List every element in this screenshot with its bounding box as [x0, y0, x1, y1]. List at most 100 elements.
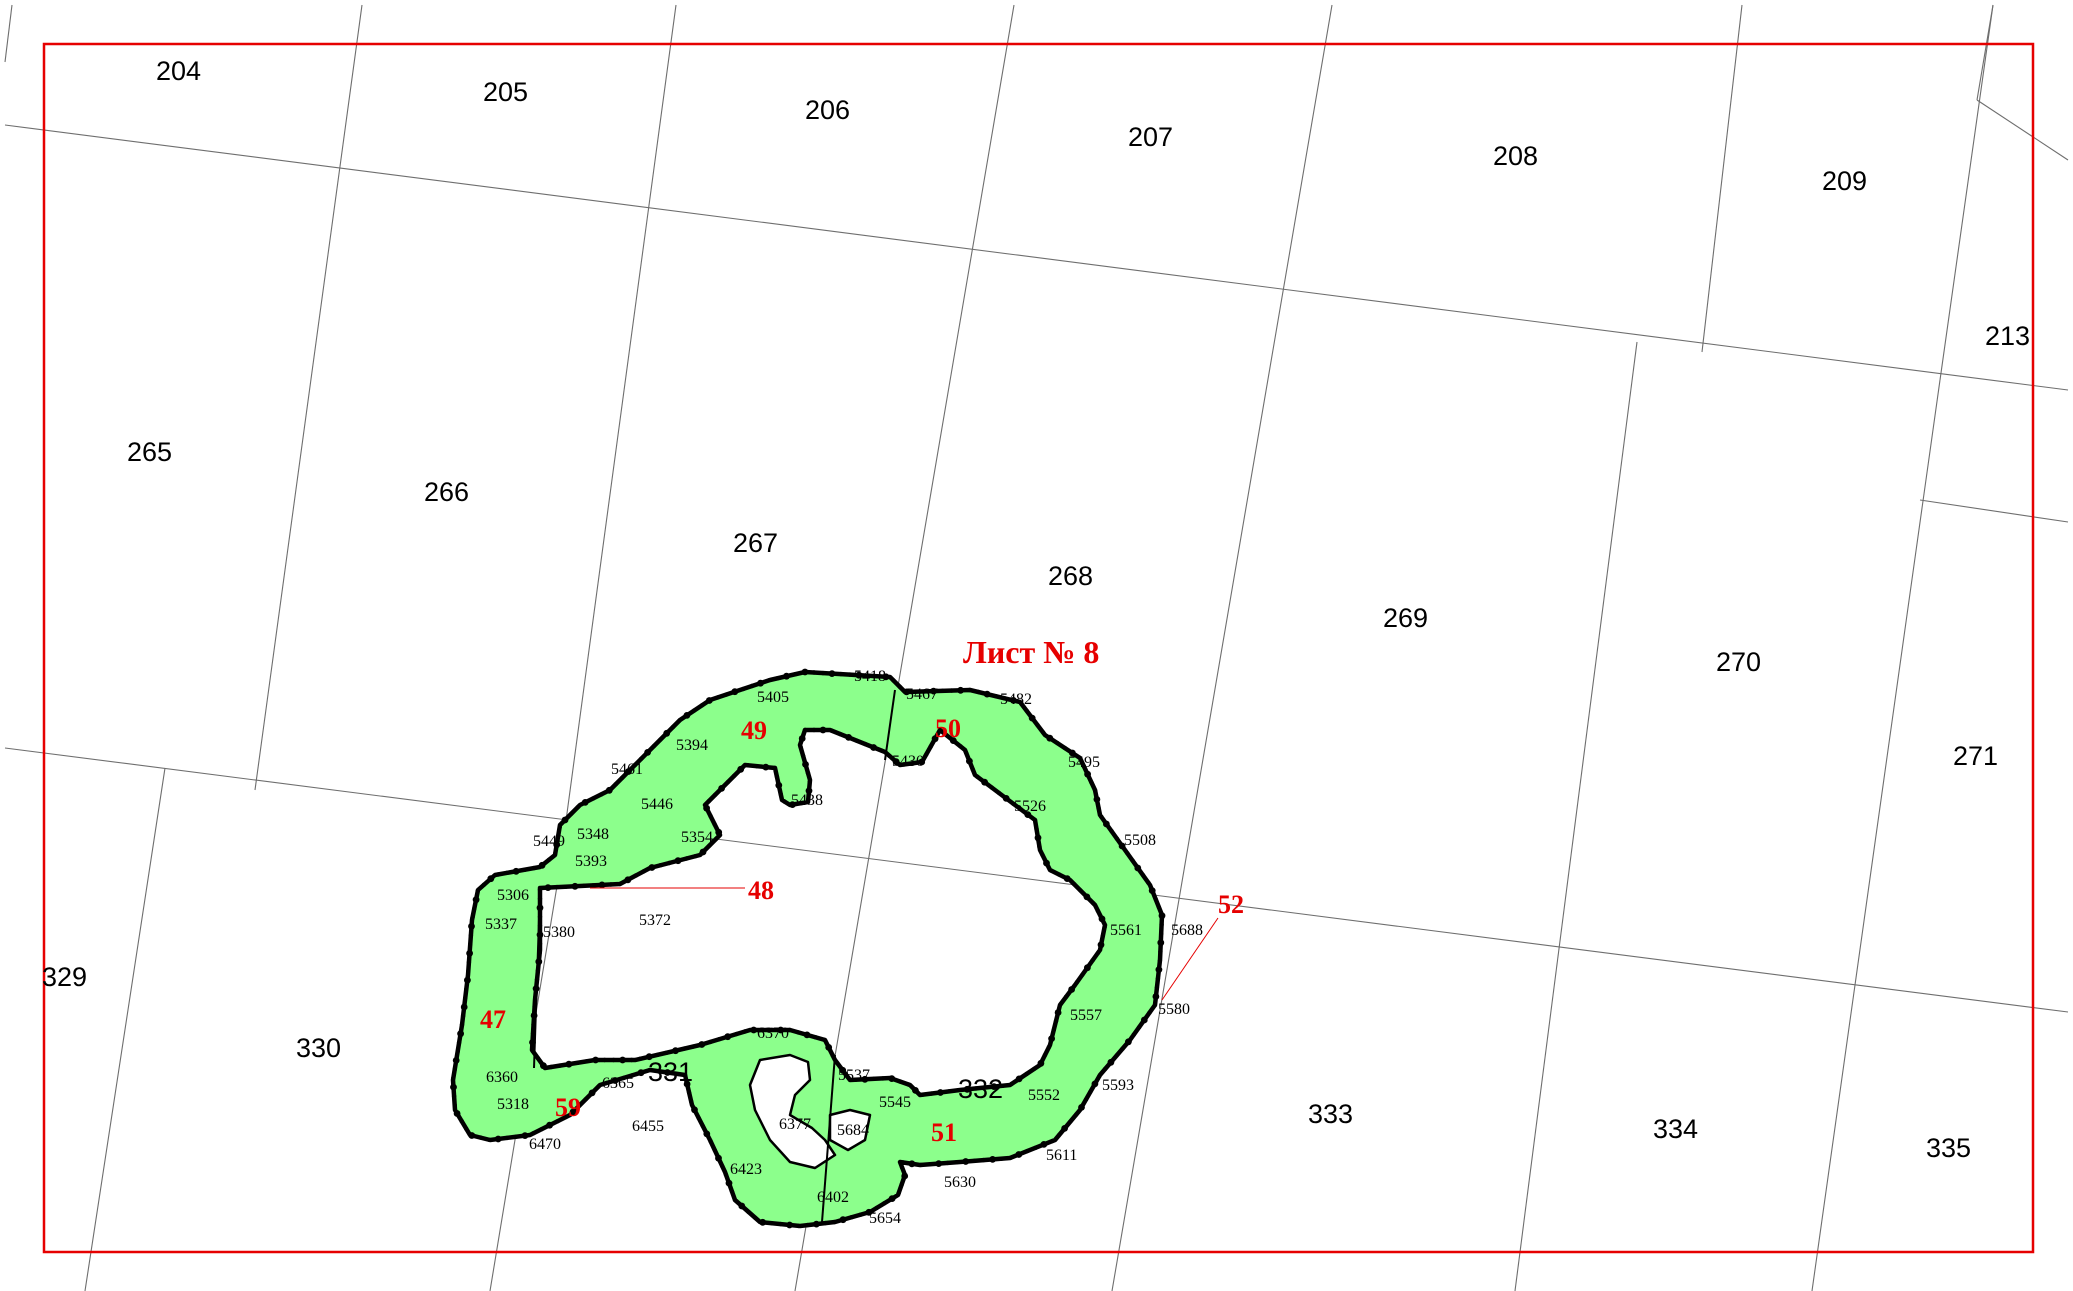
vertex-point: [1025, 1148, 1030, 1154]
vertex-point: [931, 735, 939, 743]
vertex-point: [667, 860, 672, 866]
vertex-point: [937, 1089, 944, 1096]
point-number: 5495: [1068, 754, 1100, 771]
point-number: 5688: [1171, 922, 1203, 939]
vertex-point: [658, 737, 663, 742]
vertex-point: [753, 1215, 758, 1221]
vertex-point: [903, 688, 910, 696]
vertex-point: [537, 950, 542, 955]
vertex-point: [838, 731, 843, 737]
point-number: 5557: [1070, 1007, 1102, 1024]
vertex-point: [963, 750, 969, 755]
point-number: 5446: [641, 796, 673, 813]
vertex-point: [1046, 1045, 1052, 1050]
point-number: 5438: [791, 792, 823, 809]
vertex-point: [718, 785, 725, 792]
point-number: 5552: [1028, 1087, 1060, 1104]
vertex-point: [811, 670, 817, 675]
vertex-point: [565, 1060, 573, 1068]
vertex-point: [712, 822, 717, 827]
quarter-number: 267: [733, 528, 778, 558]
vertex-point: [1057, 872, 1062, 877]
vertex-point: [684, 856, 689, 861]
vertex-point: [648, 864, 656, 871]
vertex-point: [539, 1127, 544, 1132]
vertex-point: [536, 904, 544, 912]
vertex-point: [738, 1202, 746, 1210]
vertex-point: [775, 781, 783, 789]
vertex-point: [1078, 1104, 1085, 1111]
vertex-point: [956, 1088, 961, 1093]
grid-line: [1939, 4, 1994, 381]
vertex-point: [637, 1069, 645, 1077]
vertex-point: [537, 914, 543, 919]
vertex-point: [530, 1048, 535, 1054]
vertex-point: [1074, 980, 1080, 985]
point-number: 5611: [1046, 1147, 1077, 1164]
vertex-point: [832, 1219, 837, 1225]
vertex-point: [1096, 806, 1101, 811]
plot-number: 47: [480, 1005, 506, 1034]
vertex-point: [1134, 864, 1142, 872]
vertex-point: [1103, 820, 1110, 828]
vertex-point: [798, 735, 806, 742]
vertex-point: [839, 1066, 847, 1074]
vertex-point: [708, 1039, 713, 1045]
vertex-point: [1159, 931, 1164, 936]
vertex-point: [1095, 908, 1101, 914]
vertex-point: [801, 670, 807, 675]
quarter-number: 208: [1493, 141, 1538, 171]
vertex-point: [522, 867, 528, 872]
vertex-point: [651, 743, 657, 749]
vertex-point: [1063, 875, 1071, 882]
vertex-point: [1102, 1067, 1108, 1072]
vertex-point: [683, 1080, 691, 1088]
quarter-number: 269: [1383, 603, 1428, 633]
vertex-point: [720, 1164, 725, 1169]
vertex-point: [1048, 868, 1054, 873]
vertex-point: [700, 1123, 705, 1129]
vertex-point: [563, 1114, 568, 1120]
vertex-point: [1155, 966, 1163, 973]
grid-line: [1701, 4, 1743, 353]
vertex-point: [699, 703, 704, 708]
vertex-point: [1069, 749, 1076, 757]
vertex-point: [532, 1004, 537, 1009]
vertex-point: [888, 1195, 896, 1202]
vertex-point: [820, 670, 826, 676]
vertex-point: [513, 1134, 519, 1139]
vertex-point: [723, 1172, 729, 1177]
vertex-point: [602, 1057, 607, 1063]
vertex-point: [617, 881, 623, 887]
vertex-point: [1153, 896, 1158, 902]
vertex-point: [647, 1067, 652, 1073]
grid-line: [557, 4, 677, 881]
vertex-point: [544, 884, 552, 891]
vertex-point: [705, 697, 713, 704]
point-number: 6402: [817, 1189, 849, 1206]
point-number: 5337: [485, 916, 517, 933]
vertex-point: [935, 1160, 943, 1167]
vertex-point: [910, 761, 915, 766]
vertex-point: [845, 734, 852, 741]
vertex-point: [922, 689, 927, 694]
vertex-point: [588, 1089, 596, 1097]
vertex-point: [999, 1156, 1004, 1161]
vertex-point: [1050, 1138, 1055, 1144]
vertex-point: [913, 689, 918, 694]
vertex-point: [1068, 986, 1075, 993]
vertex-point: [658, 863, 663, 868]
vertex-point: [466, 969, 471, 974]
vertex-point: [975, 774, 980, 779]
vertex-point: [466, 949, 473, 957]
vertex-point: [531, 1022, 536, 1027]
grid-line: [254, 4, 363, 791]
vertex-point: [1024, 708, 1030, 714]
vertex-point: [1159, 922, 1164, 927]
vertex-point: [1155, 976, 1161, 981]
vertex-point: [871, 1076, 877, 1082]
vertex-point: [468, 922, 475, 930]
vertex-point: [453, 1110, 461, 1117]
point-number: 5545: [879, 1094, 911, 1111]
vertex-point: [769, 1027, 774, 1033]
